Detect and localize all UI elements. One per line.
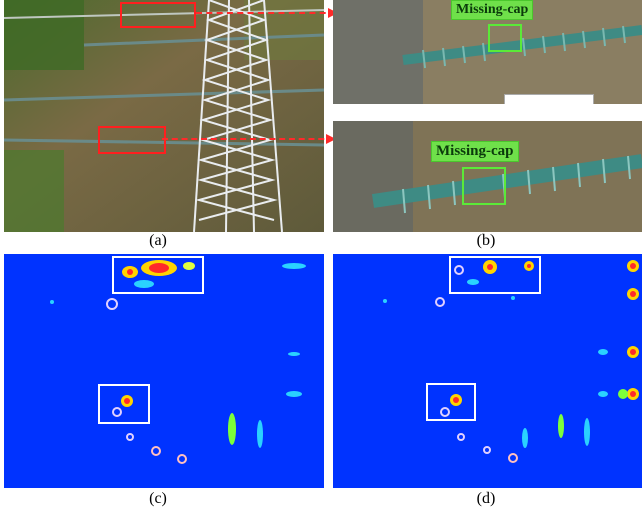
caption-c: (c) <box>149 490 167 507</box>
missing-cap-box-bottom <box>462 167 506 205</box>
detection-box-top-d <box>449 256 541 294</box>
missing-cap-box-top <box>488 24 522 52</box>
caption-d: (d) <box>476 490 496 507</box>
caption-a: (a) <box>149 232 167 249</box>
panel-c-heatmap <box>4 254 324 488</box>
red-box-top <box>120 2 196 28</box>
panel-b-top-crop: Missing-cap <box>333 0 642 104</box>
detection-box-mid-d <box>426 383 476 421</box>
missing-cap-label-top: Missing-cap <box>451 0 534 20</box>
heatmap-d <box>383 260 639 463</box>
panel-b-bottom-crop: Missing-cap <box>333 121 642 232</box>
caption-b: (b) <box>476 232 496 249</box>
red-box-bottom <box>98 126 166 154</box>
heatmap-c <box>50 260 306 464</box>
panel-d-heatmap <box>333 254 642 488</box>
insulator-photo-top <box>333 0 642 104</box>
insulator-photo-bottom <box>333 121 642 232</box>
arrow-top <box>196 8 338 18</box>
scale-bar <box>504 94 594 104</box>
detection-box-top-c <box>112 256 204 294</box>
panel-a-aerial-photo <box>4 0 324 232</box>
tower-photo <box>4 0 324 232</box>
detection-box-mid-c <box>98 384 150 424</box>
missing-cap-label-bottom: Missing-cap <box>431 141 519 162</box>
arrow-bottom <box>162 134 336 144</box>
